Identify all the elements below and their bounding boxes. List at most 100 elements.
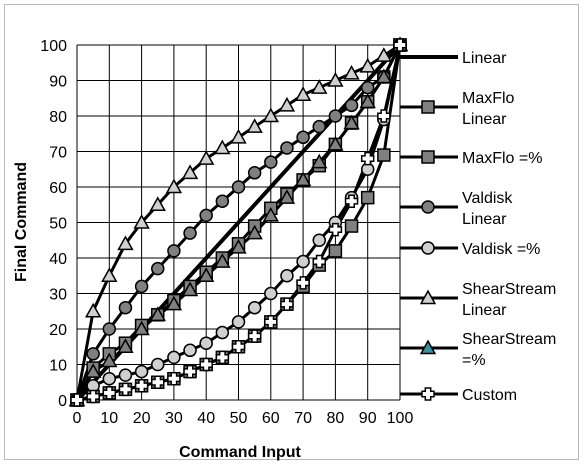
data-point-shearstream-linear <box>181 164 199 180</box>
data-point-valdisk <box>134 364 149 379</box>
x-tick-label: 0 <box>73 410 82 427</box>
x-tick-label: 70 <box>294 410 312 427</box>
data-point-shearstream <box>84 363 102 378</box>
data-point-custom <box>312 254 326 269</box>
data-point-valdisk <box>151 357 165 372</box>
data-point-shearstream-linear <box>359 57 376 73</box>
data-point-shearstream-linear <box>343 64 360 80</box>
legend-marker <box>421 150 435 164</box>
data-point-custom <box>86 389 100 404</box>
data-point-custom <box>151 375 165 389</box>
data-point-valdisk-linear <box>344 98 359 113</box>
data-point-shearstream <box>230 238 247 254</box>
legend-label: Linear <box>462 111 507 128</box>
data-point-shearstream <box>214 253 231 268</box>
data-point-custom <box>393 38 407 52</box>
legend-label: ShearStream <box>462 281 556 298</box>
data-point-shearstream <box>294 171 312 187</box>
data-point-custom <box>215 350 230 365</box>
x-tick-label: 10 <box>100 410 118 427</box>
x-tick-label: 60 <box>262 410 280 427</box>
data-point-valdisk-linear <box>264 155 278 169</box>
data-point-valdisk <box>118 368 133 382</box>
y-tick-label: 50 <box>49 216 67 233</box>
data-point-valdisk <box>296 254 310 269</box>
x-tick-label: 50 <box>230 410 248 427</box>
legend-label: Linear <box>462 302 507 319</box>
x-tick-label: 20 <box>133 410 151 427</box>
legend-label: MaxFlo <box>462 90 515 107</box>
data-point-valdisk-linear <box>215 194 230 208</box>
data-point-shearstream-linear <box>133 214 150 229</box>
legend-item-shearstream: ShearStream =% <box>400 331 556 369</box>
data-point-shearstream <box>101 352 118 368</box>
data-point-shearstream-linear <box>375 47 393 62</box>
x-tick-label: 100 <box>387 410 414 427</box>
legend-marker <box>421 100 435 114</box>
data-point-custom <box>231 340 246 354</box>
data-point-shearstream-linear <box>262 107 279 123</box>
data-point-valdisk-linear <box>167 244 181 258</box>
y-tick-label: 20 <box>49 322 67 339</box>
data-point-shearstream-linear <box>278 96 296 112</box>
data-point-shearstream <box>278 189 296 204</box>
data-point-shearstream <box>165 295 183 311</box>
data-point-valdisk <box>167 350 181 365</box>
data-point-shearstream <box>311 153 328 169</box>
data-point-shearstream <box>327 135 344 151</box>
data-point-valdisk-linear <box>247 166 262 180</box>
data-point-valdisk-linear <box>360 80 375 95</box>
series-markers <box>68 36 409 407</box>
data-point-valdisk-linear <box>183 226 197 240</box>
data-point-maxflo <box>377 148 391 162</box>
data-point-shearstream-linear <box>84 302 102 318</box>
data-point-custom <box>264 315 278 329</box>
data-point-custom <box>360 151 375 166</box>
legend-label: Valdisk =% <box>462 241 540 258</box>
legend-label: MaxFlo =% <box>462 150 542 167</box>
y-tick-label: 40 <box>49 251 67 268</box>
data-point-custom <box>344 194 359 208</box>
data-point-shearstream-linear <box>101 267 118 283</box>
data-point-valdisk-linear <box>199 208 213 223</box>
legend: Linear MaxFlo Linear MaxFlo =% Valdisk Linear… <box>400 50 556 404</box>
y-tick-label: 90 <box>49 74 67 91</box>
data-point-shearstream <box>343 114 360 130</box>
legend-marker <box>419 339 437 355</box>
legend-item-valdisk: Valdisk =% <box>400 241 540 258</box>
data-point-shearstream <box>198 267 215 283</box>
data-point-valdisk <box>280 269 294 283</box>
data-point-shearstream-linear <box>327 72 344 87</box>
data-point-valdisk-linear <box>102 322 117 336</box>
y-tick-label: 60 <box>49 180 67 197</box>
data-point-valdisk-linear <box>328 109 343 123</box>
y-axis-title: Final Command <box>13 162 30 282</box>
data-point-valdisk <box>231 315 246 329</box>
data-point-valdisk-linear <box>86 347 100 361</box>
data-point-valdisk-linear <box>231 180 246 194</box>
legend-item-shearstream-linear: ShearStream Linear <box>400 281 556 319</box>
legend-item-valdisk-linear: Valdisk Linear <box>400 190 513 228</box>
x-tick-label: 90 <box>359 410 377 427</box>
data-point-maxflo <box>344 219 359 233</box>
data-point-custom <box>328 222 343 237</box>
legend-label: Linear <box>462 211 507 228</box>
y-tick-label: 30 <box>49 287 67 304</box>
legend-label: Valdisk <box>462 190 513 207</box>
data-point-shearstream <box>149 306 166 322</box>
y-tick-label: 70 <box>49 145 67 162</box>
legend-label: ShearStream <box>462 331 556 348</box>
legend-item-linear: Linear <box>400 50 507 67</box>
data-point-custom <box>247 329 262 343</box>
data-point-shearstream-linear <box>294 86 312 101</box>
data-point-valdisk <box>215 325 230 340</box>
data-point-custom <box>118 382 133 397</box>
data-point-shearstream <box>262 206 279 222</box>
legend-item-maxflo-linear: MaxFlo Linear <box>400 90 515 128</box>
data-point-custom <box>199 357 213 372</box>
data-point-valdisk <box>312 233 326 247</box>
data-point-valdisk-linear <box>151 261 165 276</box>
legend-marker <box>421 387 435 401</box>
data-point-custom <box>70 393 84 407</box>
data-point-shearstream <box>181 281 199 297</box>
